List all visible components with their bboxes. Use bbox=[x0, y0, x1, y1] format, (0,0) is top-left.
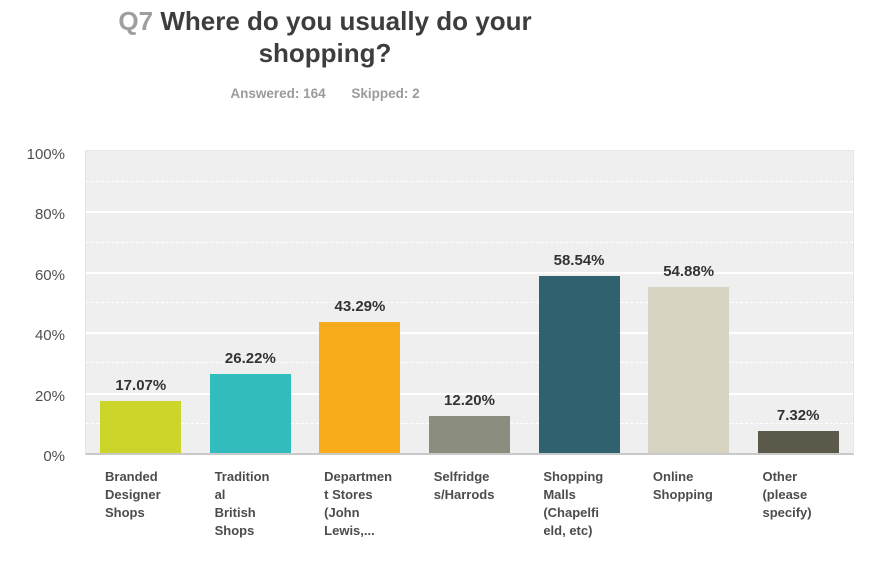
bar-value-label-selfridges-harrods: 12.20% bbox=[444, 392, 495, 410]
y-tick-80: 80% bbox=[34, 206, 65, 224]
bar-traditional-british-shops[interactable] bbox=[209, 373, 291, 453]
gridline-70 bbox=[86, 241, 853, 243]
response-stats: Answered: 164 Skipped: 2 bbox=[15, 86, 635, 101]
bar-value-label-shopping-malls-chapelfield-etc: 58.54% bbox=[553, 252, 605, 270]
y-axis: 0% 20% 40% 60% 80% 100% bbox=[0, 0, 75, 574]
x-tick-branded-designer-shops: Branded Designer Shops bbox=[105, 469, 161, 520]
question-title-text: Where do you usually do your shopping? bbox=[160, 6, 532, 68]
x-tick-selfridges-harrods: Selfridge s/Harrods bbox=[433, 469, 495, 502]
page-title: Q7 Where do you usually do your shopping… bbox=[15, 6, 635, 70]
skipped-count: Skipped: 2 bbox=[351, 85, 420, 101]
bar-other-please-specify[interactable] bbox=[757, 430, 839, 453]
gridline-60 bbox=[86, 271, 853, 274]
gridline-50 bbox=[86, 302, 853, 303]
gridline-20 bbox=[86, 392, 853, 395]
bar-value-label-other-please-specify: 7.32% bbox=[776, 406, 820, 424]
x-tick-shopping-malls-chapelfield-etc: Shopping Malls (Chapelfi eld, etc) bbox=[543, 469, 604, 538]
y-tick-60: 60% bbox=[34, 266, 65, 284]
bar-value-label-traditional-british-shops: 26.22% bbox=[224, 349, 276, 367]
x-axis: Branded Designer Shops Tradition al Briti… bbox=[85, 468, 852, 540]
gridline-40 bbox=[86, 332, 853, 335]
chart-header: Q7 Where do you usually do your shopping… bbox=[15, 6, 635, 101]
bar-shopping-malls-chapelfield-etc[interactable] bbox=[538, 276, 620, 453]
bar-value-label-department-stores-john-lewis: 43.29% bbox=[334, 298, 386, 316]
y-tick-100: 100% bbox=[26, 146, 65, 163]
bar-selfridges-harrods[interactable] bbox=[429, 416, 510, 453]
x-tick-traditional-british-shops: Tradition al British Shops bbox=[214, 469, 270, 538]
gridline-80 bbox=[86, 211, 853, 214]
bar-value-label-branded-designer-shops: 17.07% bbox=[115, 377, 167, 395]
question-number: Q7 bbox=[118, 6, 154, 36]
x-tick-online-shopping: Online Shopping bbox=[652, 469, 713, 502]
gridline-90 bbox=[86, 181, 853, 183]
y-tick-0: 0% bbox=[43, 448, 65, 465]
bar-department-stores-john-lewis[interactable] bbox=[319, 322, 401, 453]
bar-branded-designer-shops[interactable] bbox=[100, 401, 182, 453]
bar-online-shopping[interactable] bbox=[648, 287, 730, 453]
x-tick-department-stores-john-lewis: Departmen t Stores (John Lewis,... bbox=[324, 469, 393, 538]
bar-value-label-online-shopping: 54.88% bbox=[663, 263, 715, 281]
gridline-30 bbox=[86, 362, 853, 364]
y-tick-40: 40% bbox=[34, 327, 65, 345]
plot-area: 17.07% 26.22% 43.29% 12.20% 58.54% 54.88% 7.32… bbox=[85, 150, 854, 455]
x-tick-other-please-specify: Other (please specify) bbox=[762, 469, 812, 520]
y-tick-20: 20% bbox=[34, 387, 65, 405]
answered-count: Answered: 164 bbox=[230, 85, 326, 101]
